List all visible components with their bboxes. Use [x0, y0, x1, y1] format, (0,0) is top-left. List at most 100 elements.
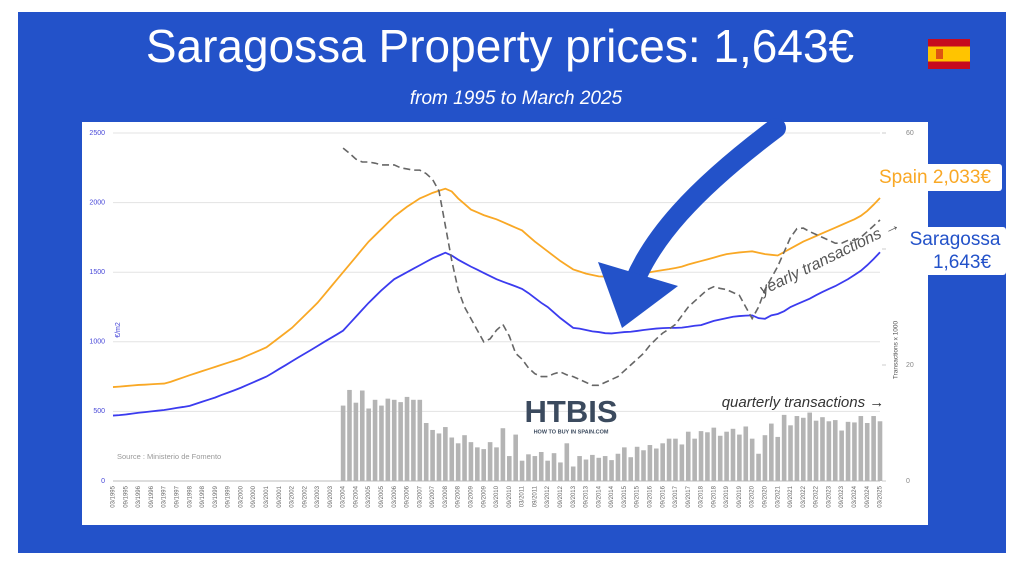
y-tick-label: 0	[101, 478, 105, 485]
x-tick-label: 03/2022	[801, 485, 807, 507]
x-tick-label: 03/2017	[673, 485, 679, 507]
bar	[698, 431, 704, 481]
x-tick-label: 09/2010	[507, 485, 513, 507]
bar	[877, 421, 883, 481]
bar	[481, 449, 487, 481]
x-tick-label: 03/2020	[750, 485, 756, 507]
bar	[391, 399, 397, 481]
x-tick-label: 09/2013	[584, 485, 590, 507]
y-tick-label: 1500	[89, 269, 105, 276]
bar	[385, 398, 391, 481]
x-tick-label: 09/2017	[686, 485, 692, 507]
x-tick-label: 09/2022	[814, 485, 820, 507]
bar	[775, 436, 781, 481]
x-tick-label: 09/1995	[123, 485, 129, 507]
bar	[737, 434, 742, 481]
logo: HTBIS HOW TO BUY IN SPAIN.COM	[525, 394, 618, 435]
bar	[685, 431, 691, 481]
x-tick-label: 09/1997	[174, 485, 180, 507]
x-tick-label: 09/2023	[839, 485, 845, 507]
x-tick-label: 09/2020	[763, 485, 769, 507]
y2-tick-label: 20	[906, 362, 914, 369]
x-tick-label: 09/2016	[660, 485, 666, 507]
bar	[468, 442, 474, 481]
x-tick-label: 03/2000	[238, 485, 244, 507]
x-tick-label: 03/2011	[520, 485, 526, 507]
bar	[500, 428, 506, 481]
x-tick-label: 03/2009	[469, 485, 475, 507]
bar	[577, 456, 582, 481]
x-tick-label: 03/1996	[136, 485, 142, 507]
x-tick-label: 03/2010	[494, 485, 500, 507]
bar	[634, 446, 640, 481]
annotation: 1,643€	[933, 252, 992, 273]
bar	[443, 427, 448, 481]
bar	[487, 442, 493, 481]
x-tick-label: 03/1998	[187, 485, 193, 507]
x-tick-label: 09/2015	[635, 485, 641, 507]
x-tick-label: 03/2018	[699, 485, 705, 507]
bar	[596, 457, 602, 481]
label-box	[900, 227, 1006, 275]
bar	[436, 433, 442, 481]
bar	[570, 466, 576, 481]
x-tick-label: 09/2008	[456, 485, 462, 507]
x-tick-label: 03/2025	[878, 485, 884, 507]
x-tick-label: 09/2007	[430, 485, 436, 507]
x-tick-label: 03/2015	[622, 485, 628, 507]
bar	[590, 454, 595, 481]
bar	[455, 443, 461, 481]
y-tick-label: 2500	[89, 130, 105, 137]
label-box	[868, 164, 1002, 191]
y-tick-label: 1000	[89, 339, 105, 346]
bar	[826, 421, 832, 481]
x-tick-label: 09/2005	[379, 485, 385, 507]
x-tick-label: 09/2006	[405, 485, 411, 507]
bar	[781, 414, 787, 481]
x-tick-label: 03/2005	[366, 485, 372, 507]
x-tick-label: 09/2011	[532, 485, 538, 507]
bar	[813, 420, 819, 481]
bar	[692, 438, 697, 481]
bar	[807, 412, 812, 481]
bar	[347, 389, 352, 481]
x-tick-label: 03/2008	[443, 485, 449, 507]
big-arrow	[598, 118, 786, 328]
x-tick-label: 09/2014	[609, 485, 615, 507]
bar	[800, 417, 806, 481]
bar	[462, 435, 467, 481]
bar	[871, 416, 876, 481]
title: Saragossa Property prices: 1,643€	[146, 20, 854, 72]
bar	[353, 402, 359, 481]
x-tick-label: 09/2003	[328, 485, 334, 507]
source: Source : Ministerio de Fomento	[117, 452, 221, 461]
x-tick-label: 09/2001	[277, 485, 283, 507]
bar	[519, 460, 525, 481]
x-tick-label: 09/2000	[251, 485, 257, 507]
bar	[609, 460, 614, 481]
flag	[928, 39, 970, 69]
x-tick-label: 03/2012	[545, 485, 551, 507]
bar	[769, 423, 774, 481]
x-tick-label: 03/1997	[162, 485, 168, 507]
bar	[494, 447, 499, 481]
bar	[666, 438, 672, 481]
x-tick-label: 03/2016	[647, 485, 653, 507]
plot: 05001000150020002500020406003/199509/199…	[89, 130, 913, 508]
x-tick-label: 09/2018	[711, 485, 717, 507]
x-tick-label: 09/1996	[149, 485, 155, 507]
bar	[711, 427, 717, 481]
y2-axis-label: Transactions x 1000	[893, 320, 900, 379]
annotation: Spain 2,033€	[879, 167, 991, 188]
x-tick-label: 03/2001	[264, 485, 270, 507]
bar	[622, 447, 627, 481]
y-tick-label: 2000	[89, 199, 105, 206]
bar	[788, 425, 793, 481]
bar	[749, 438, 755, 481]
x-tick-label: 09/2019	[737, 485, 743, 507]
bar	[660, 443, 665, 481]
bar	[602, 456, 608, 481]
bar	[730, 428, 736, 481]
logo-tagline: HOW TO BUY IN SPAIN.COM	[534, 429, 609, 435]
x-tick-label: 03/2013	[571, 485, 577, 507]
